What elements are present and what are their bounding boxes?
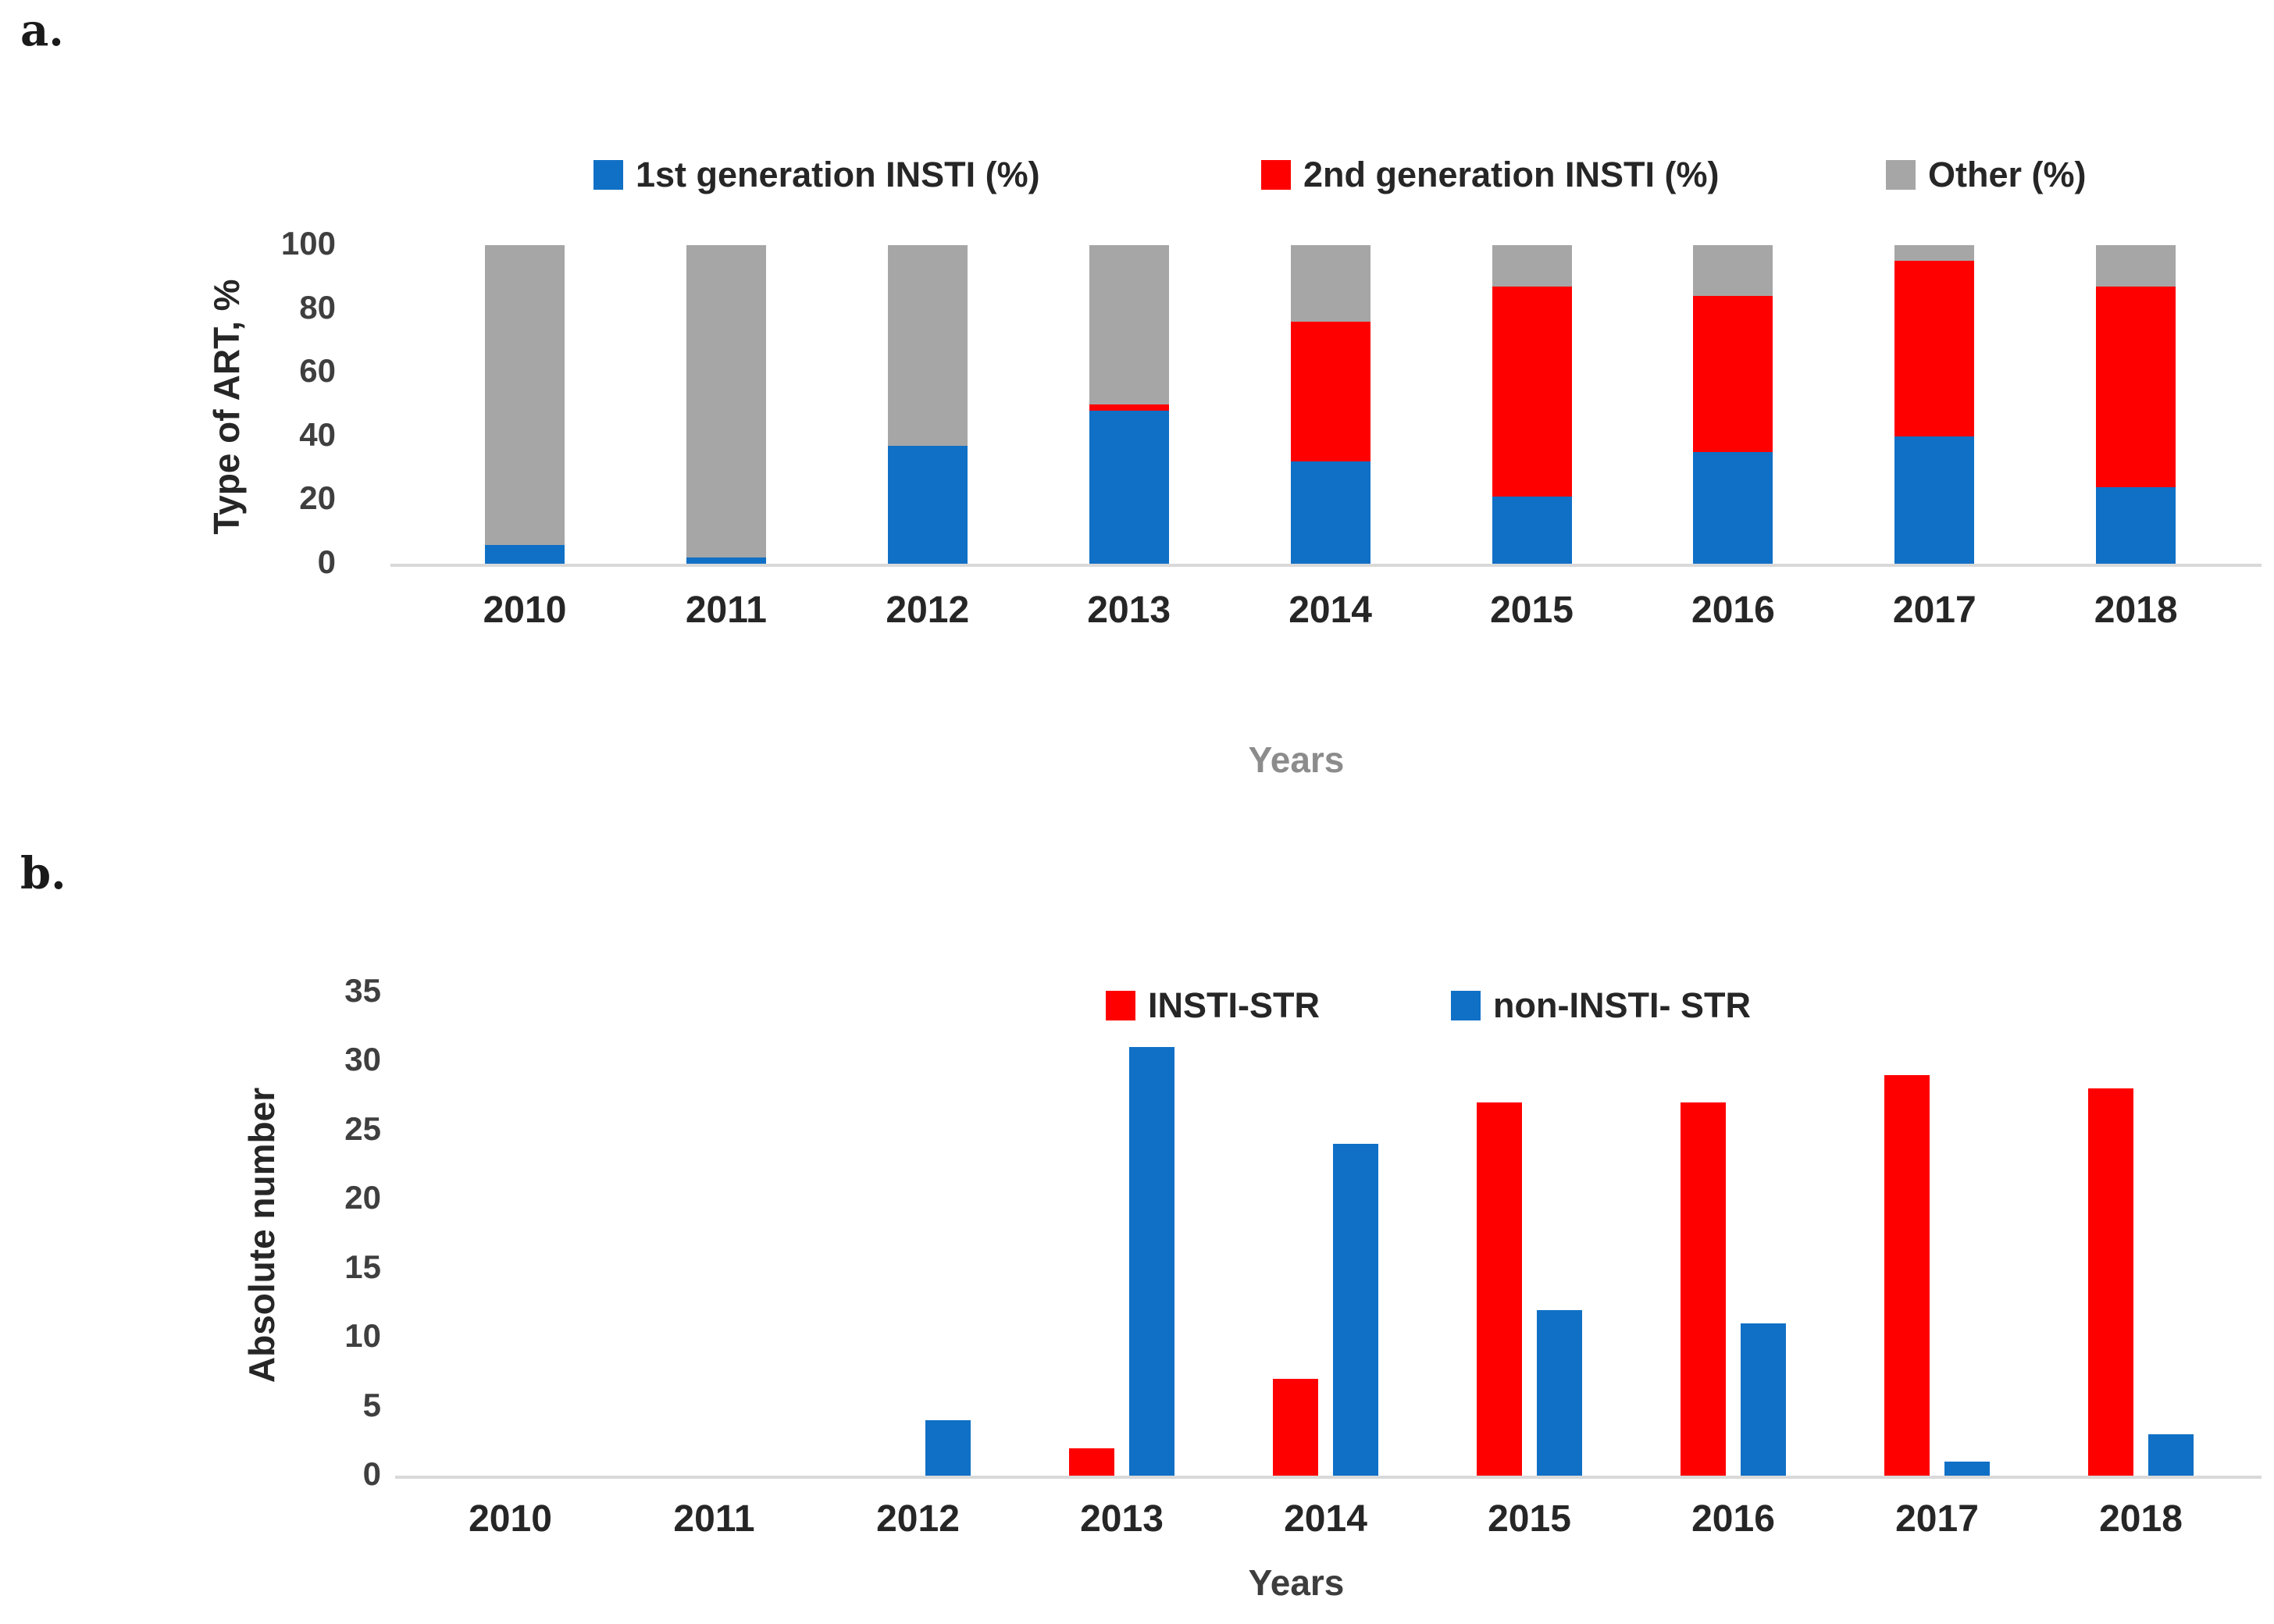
bar-segment bbox=[1290, 321, 1370, 462]
bar bbox=[1477, 1102, 1522, 1476]
bar-segment bbox=[2096, 287, 2176, 488]
bar-segment bbox=[1693, 245, 1773, 297]
y-tick-label: 10 bbox=[344, 1317, 381, 1354]
legend-item: INSTI-STR bbox=[1106, 985, 1320, 1026]
x-tick-label: 2018 bbox=[2094, 589, 2178, 631]
x-tick-label: 2017 bbox=[1895, 1498, 1979, 1540]
bar bbox=[1537, 1309, 1582, 1476]
y-tick-label: 35 bbox=[344, 971, 381, 1009]
y-tick-label: 25 bbox=[344, 1109, 381, 1147]
legend-item: 2nd generation INSTI (%) bbox=[1261, 155, 1720, 195]
x-axis-title-panel-a: Years bbox=[1248, 739, 1345, 780]
bar-segment bbox=[1089, 404, 1169, 411]
bar-segment bbox=[686, 245, 766, 557]
x-tick-label: 2016 bbox=[1691, 589, 1775, 631]
bar bbox=[1069, 1448, 1114, 1476]
bar bbox=[1333, 1144, 1378, 1476]
y-tick-label: 80 bbox=[299, 288, 336, 326]
legend-label: Other (%) bbox=[1928, 155, 2087, 194]
x-tick-label: 2012 bbox=[886, 589, 970, 631]
bar bbox=[1129, 1047, 1174, 1476]
bar-segment bbox=[1089, 411, 1169, 564]
bar bbox=[1741, 1323, 1786, 1476]
bar-segment bbox=[2096, 245, 2176, 287]
bar-segment bbox=[1693, 296, 1773, 453]
bar-segment bbox=[1894, 245, 1975, 262]
bar-segment bbox=[686, 557, 766, 564]
y-tick-label: 100 bbox=[280, 225, 336, 262]
y-tick-label: 30 bbox=[344, 1041, 381, 1077]
x-axis-line-panel-b bbox=[395, 1476, 2262, 1479]
x-tick-label: 2013 bbox=[1080, 1498, 1164, 1540]
panel-a-label: a. bbox=[20, 5, 64, 56]
legend-label: non-INSTI- STR bbox=[1493, 985, 1751, 1025]
x-tick-label: 2012 bbox=[876, 1498, 960, 1540]
bar-segment bbox=[1894, 261, 1975, 436]
legend-label: 2nd generation INSTI (%) bbox=[1303, 155, 1720, 194]
bar-segment bbox=[887, 446, 968, 564]
x-axis-line-panel-a bbox=[390, 564, 2262, 567]
bar bbox=[2148, 1433, 2194, 1476]
x-tick-label: 2011 bbox=[673, 1498, 755, 1540]
bar-segment bbox=[485, 544, 565, 564]
bar-segment bbox=[2096, 487, 2176, 564]
x-tick-label: 2017 bbox=[1892, 589, 1976, 631]
bar-segment bbox=[1290, 461, 1370, 564]
bar bbox=[1273, 1379, 1318, 1476]
x-tick-label: 2010 bbox=[483, 589, 567, 631]
bar bbox=[925, 1420, 971, 1476]
bar-segment bbox=[1492, 245, 1572, 287]
legend-item: Other (%) bbox=[1886, 155, 2087, 195]
legend-item: non-INSTI- STR bbox=[1451, 985, 1751, 1026]
bar-segment bbox=[1492, 287, 1572, 497]
y-axis-title-panel-a: Type of ART, % bbox=[206, 279, 247, 535]
y-tick-label: 60 bbox=[299, 352, 336, 390]
x-tick-label: 2015 bbox=[1490, 589, 1574, 631]
y-tick-label: 0 bbox=[362, 1455, 381, 1492]
legend-swatch bbox=[1451, 991, 1481, 1020]
x-tick-label: 2014 bbox=[1288, 589, 1372, 631]
x-tick-label: 2016 bbox=[1691, 1498, 1775, 1540]
bar-segment bbox=[1894, 436, 1975, 564]
y-tick-label: 20 bbox=[299, 479, 336, 517]
panel-b-label: b. bbox=[20, 848, 66, 899]
bar bbox=[1884, 1074, 1930, 1476]
y-tick-label: 20 bbox=[344, 1179, 381, 1216]
legend-panel-a: 1st generation INSTI (%) 2nd generation I… bbox=[0, 155, 2274, 194]
bar bbox=[2088, 1088, 2133, 1476]
legend-swatch bbox=[1886, 160, 1916, 190]
x-tick-label: 2013 bbox=[1087, 589, 1171, 631]
x-tick-label: 2011 bbox=[685, 589, 767, 631]
legend-item: 1st generation INSTI (%) bbox=[593, 155, 1040, 195]
bar bbox=[1681, 1102, 1726, 1476]
y-tick-label: 40 bbox=[299, 415, 336, 453]
bar-segment bbox=[1290, 245, 1370, 322]
bar-segment bbox=[485, 245, 565, 545]
legend-label: INSTI-STR bbox=[1148, 985, 1320, 1025]
x-tick-label: 2010 bbox=[469, 1498, 552, 1540]
bar bbox=[1944, 1462, 1990, 1476]
legend-label: 1st generation INSTI (%) bbox=[636, 155, 1040, 194]
bar-segment bbox=[1693, 452, 1773, 564]
x-tick-label: 2014 bbox=[1284, 1498, 1367, 1540]
legend-swatch bbox=[1106, 991, 1135, 1020]
bar-segment bbox=[1089, 245, 1169, 404]
legend-panel-b: INSTI-STR non-INSTI- STR bbox=[0, 985, 2274, 1026]
bar-segment bbox=[1492, 497, 1572, 564]
bar-segment bbox=[887, 245, 968, 447]
legend-swatch bbox=[593, 160, 623, 190]
y-tick-label: 0 bbox=[317, 543, 336, 580]
x-tick-label: 2015 bbox=[1488, 1498, 1571, 1540]
x-axis-title-panel-b: Years bbox=[1248, 1562, 1345, 1603]
y-tick-label: 15 bbox=[344, 1248, 381, 1285]
x-tick-label: 2018 bbox=[2099, 1498, 2183, 1540]
y-tick-label: 5 bbox=[362, 1386, 381, 1423]
legend-swatch bbox=[1261, 160, 1291, 190]
